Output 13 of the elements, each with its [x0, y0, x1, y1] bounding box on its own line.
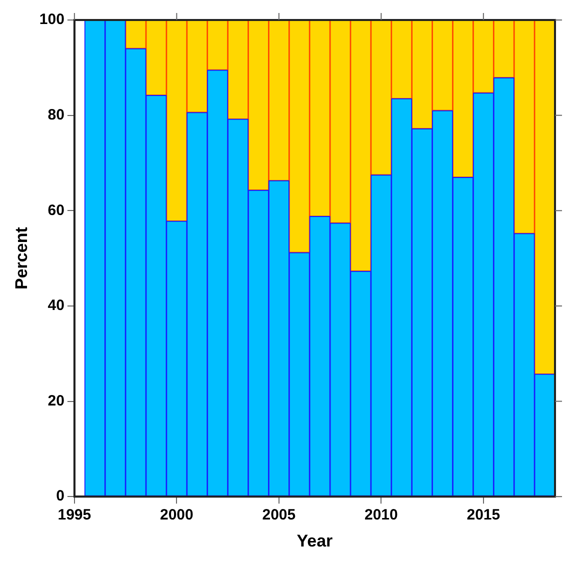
- x-tick-label: 2000: [160, 506, 194, 524]
- x-tick-label: 2010: [364, 506, 398, 524]
- x-tick-label: 2015: [466, 506, 500, 524]
- y-tick-label: 20: [48, 392, 64, 410]
- y-tick-label: 60: [48, 202, 64, 219]
- y-tick-label: 80: [48, 106, 64, 124]
- y-axis-title: Percent: [12, 226, 31, 290]
- x-axis-title: Year: [296, 531, 334, 550]
- y-tick-label: 100: [39, 11, 64, 28]
- y-tick-label: 0: [56, 488, 64, 505]
- x-tick-label: 1995: [58, 506, 92, 524]
- y-tick-label: 40: [48, 297, 64, 314]
- x-tick-label: 2005: [262, 506, 296, 524]
